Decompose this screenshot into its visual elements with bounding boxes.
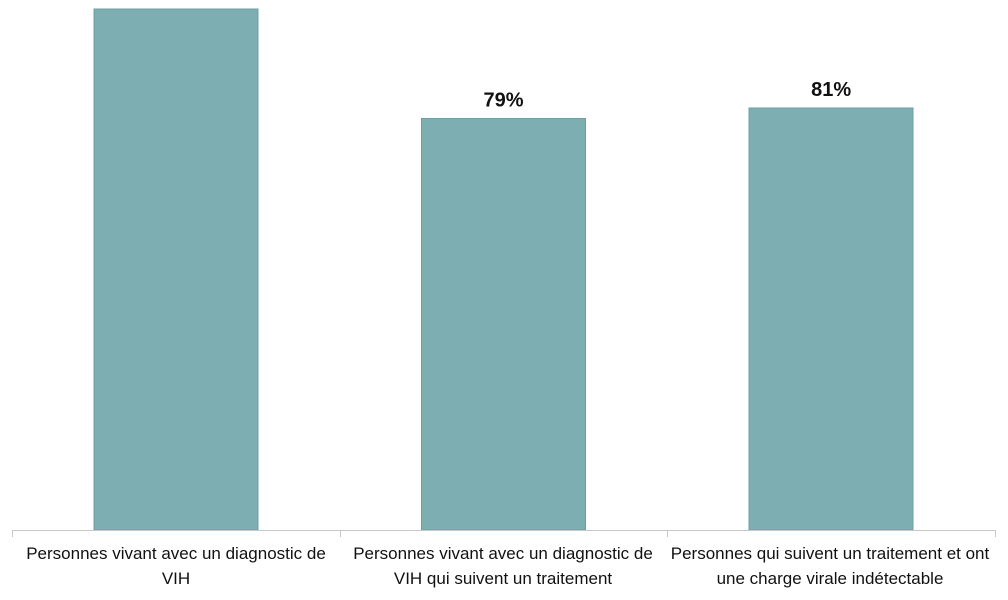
bar-group <box>93 8 914 531</box>
bar-1 <box>93 8 259 531</box>
data-label-group: 79% 81% <box>483 79 851 111</box>
category-label-1: Personnes vivant avec un diagnostic de V… <box>26 544 326 588</box>
category-label-3: Personnes qui suivent un traitement et o… <box>670 544 990 588</box>
bar-2 <box>421 117 586 531</box>
x-axis <box>12 530 996 537</box>
bar-3 <box>748 107 914 531</box>
data-label-2: 79% <box>483 89 523 111</box>
category-label-2: Personnes vivant avec un diagnostic de V… <box>353 544 653 588</box>
data-label-3: 81% <box>811 79 851 101</box>
